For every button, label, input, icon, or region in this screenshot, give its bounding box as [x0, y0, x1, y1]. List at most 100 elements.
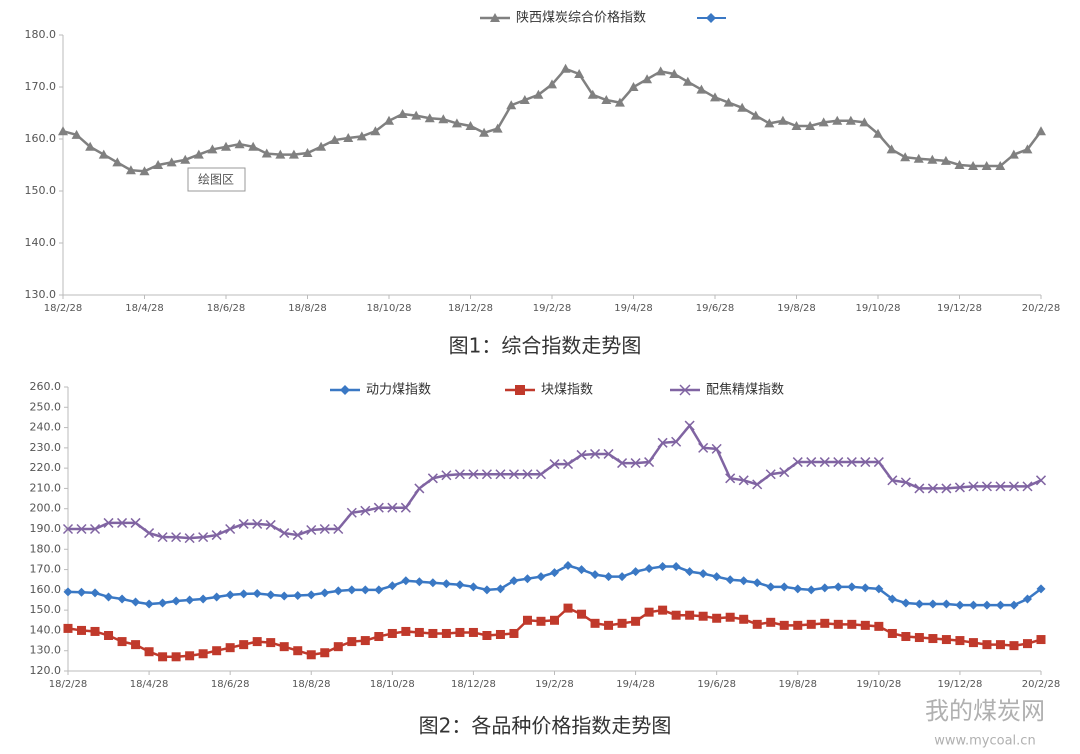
- marker: [279, 642, 289, 652]
- marker: [427, 473, 438, 484]
- marker: [373, 502, 384, 513]
- y-tick-label: 200.0: [30, 502, 62, 515]
- marker: [387, 581, 397, 591]
- marker: [515, 385, 525, 395]
- marker: [387, 502, 398, 513]
- x-tick-label: 19/8/28: [777, 303, 816, 314]
- marker: [225, 643, 235, 653]
- marker: [793, 584, 803, 594]
- marker: [495, 629, 505, 639]
- marker: [131, 640, 141, 650]
- marker: [577, 565, 587, 575]
- marker: [193, 149, 204, 159]
- marker: [153, 160, 164, 169]
- marker: [279, 591, 289, 601]
- marker: [117, 517, 128, 528]
- marker: [1008, 149, 1019, 159]
- marker: [696, 84, 707, 94]
- marker: [1036, 584, 1046, 594]
- marker: [397, 109, 408, 119]
- marker: [671, 436, 682, 447]
- marker: [982, 600, 992, 610]
- marker: [549, 459, 560, 470]
- marker: [252, 589, 262, 599]
- x-tick-label: 18/10/28: [370, 679, 415, 690]
- marker: [698, 611, 708, 621]
- marker: [89, 523, 101, 535]
- marker: [873, 457, 884, 468]
- marker: [522, 615, 532, 625]
- marker: [682, 76, 693, 86]
- marker: [225, 590, 235, 600]
- marker: [806, 457, 817, 468]
- marker: [725, 473, 736, 484]
- x-tick-label: 20/2/28: [1022, 303, 1061, 314]
- marker: [374, 585, 384, 595]
- caption: 图1：综合指数走势图: [449, 334, 642, 358]
- marker: [293, 591, 303, 601]
- marker: [130, 517, 141, 528]
- marker: [454, 469, 465, 480]
- marker: [211, 530, 222, 541]
- marker: [818, 117, 829, 127]
- marker: [333, 586, 343, 596]
- marker: [657, 437, 668, 448]
- marker: [576, 449, 587, 460]
- marker: [319, 523, 330, 535]
- marker: [185, 651, 195, 661]
- marker: [766, 582, 776, 592]
- marker: [791, 121, 802, 130]
- marker: [764, 118, 775, 128]
- marker: [1022, 639, 1032, 649]
- marker: [679, 384, 691, 396]
- marker: [171, 532, 182, 543]
- marker: [954, 160, 965, 169]
- marker: [941, 635, 951, 645]
- marker: [631, 567, 641, 577]
- marker: [306, 524, 317, 536]
- marker: [860, 583, 870, 593]
- marker: [506, 100, 517, 110]
- marker: [77, 587, 87, 597]
- marker: [887, 475, 898, 486]
- marker: [779, 582, 789, 592]
- marker: [1035, 475, 1047, 486]
- legend-label: 动力煤指数: [366, 383, 431, 398]
- marker: [225, 523, 236, 535]
- x-tick-label: 19/10/28: [856, 679, 901, 690]
- marker: [261, 148, 272, 158]
- marker: [58, 126, 68, 136]
- marker: [685, 610, 695, 620]
- marker: [900, 152, 911, 162]
- marker: [279, 528, 290, 539]
- marker: [316, 141, 327, 151]
- marker: [428, 628, 438, 638]
- marker: [401, 626, 411, 636]
- marker: [306, 590, 316, 600]
- marker: [819, 457, 830, 468]
- marker: [275, 149, 286, 159]
- marker: [712, 572, 722, 582]
- y-tick-label: 180.0: [25, 28, 57, 41]
- marker: [198, 649, 208, 659]
- marker: [329, 135, 340, 145]
- marker: [982, 640, 992, 650]
- marker: [833, 619, 843, 629]
- marker: [387, 628, 397, 638]
- marker: [104, 631, 114, 640]
- marker: [360, 505, 371, 516]
- marker: [481, 469, 492, 480]
- tooltip-box: [187, 167, 246, 192]
- marker: [71, 129, 82, 139]
- marker: [874, 621, 884, 631]
- marker: [519, 95, 530, 104]
- marker: [533, 89, 544, 99]
- marker: [750, 110, 761, 120]
- marker: [535, 469, 547, 480]
- marker: [981, 161, 992, 171]
- marker: [793, 620, 803, 630]
- marker: [669, 69, 680, 78]
- marker: [901, 632, 911, 642]
- marker: [144, 647, 154, 657]
- y-tick-label: 130.0: [30, 644, 62, 657]
